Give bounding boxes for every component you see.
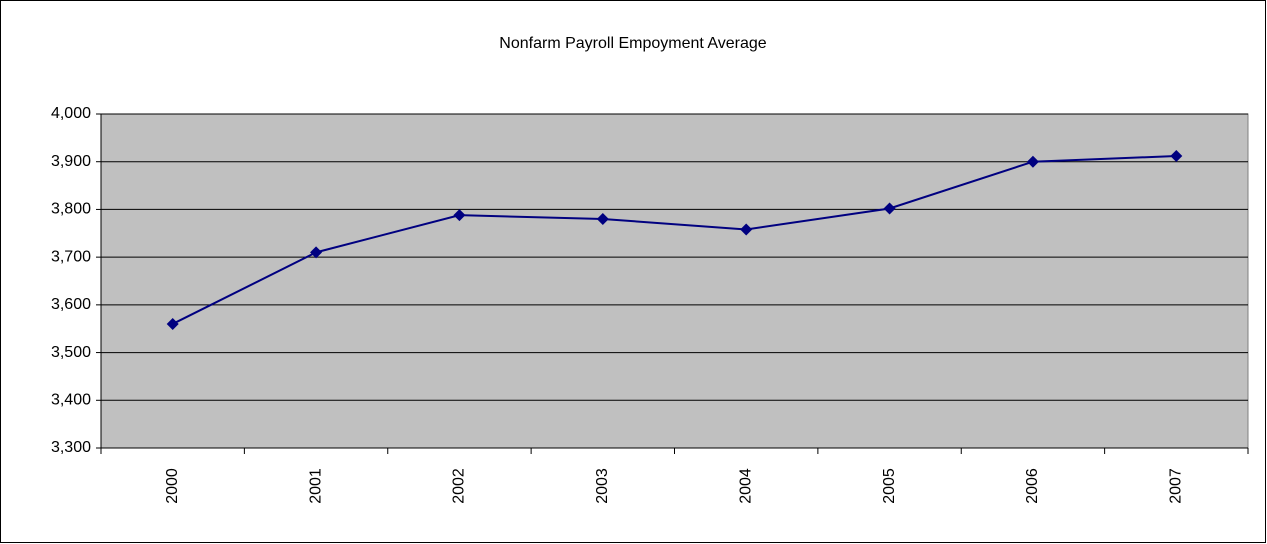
plot-area [100,113,1249,449]
y-tick-label: 4,000 [51,105,91,122]
y-tick-label: 3,600 [51,296,91,313]
y-tick-label: 3,400 [51,392,91,409]
chart-title: Nonfarm Payroll Empoyment Average [499,35,766,52]
marker [740,223,753,236]
x-tick-label: 2006 [1024,468,1041,504]
x-tick-label: 2007 [1168,468,1185,504]
marker [596,212,609,225]
y-tick-label: 3,800 [51,201,91,218]
y-tick-label: 3,900 [51,153,91,170]
marker [883,202,896,215]
marker [310,246,323,259]
x-tick-label: 2000 [164,468,181,504]
y-tick-label: 3,500 [51,344,91,361]
x-tick-label: 2003 [594,468,611,504]
marker [1026,155,1039,168]
x-tick-label: 2002 [451,468,468,504]
marker [453,209,466,222]
x-tick-label: 2005 [881,468,898,504]
x-tick-label: 2004 [737,468,754,504]
y-tick-label: 3,700 [51,248,91,265]
marker [166,317,179,330]
y-tick-label: 3,300 [51,439,91,456]
series-line [172,154,1177,325]
x-tick-label: 2001 [307,468,324,504]
marker [1170,149,1183,162]
